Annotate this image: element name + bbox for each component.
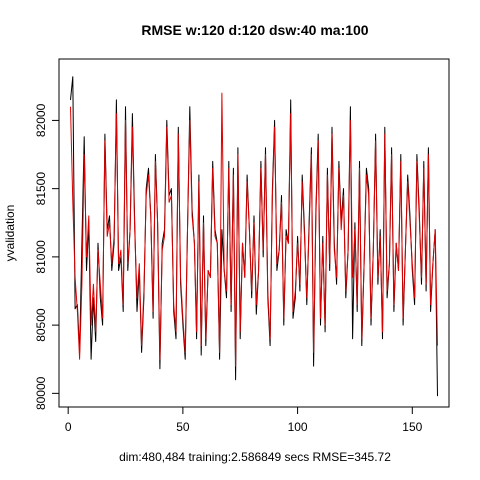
plot-frame (58, 58, 450, 408)
y-tick-label: 80500 (34, 308, 48, 342)
y-tick-label: 81000 (34, 240, 48, 274)
y-tick-label: 81500 (34, 172, 48, 206)
y-tick-label: 82000 (34, 103, 48, 137)
series-layer (70, 76, 438, 397)
x-axis-label: dim:480,484 training:2.586849 secs RMSE=… (119, 450, 391, 464)
x-tick-label: 150 (402, 420, 422, 434)
x-tick-label: 50 (176, 420, 190, 434)
x-tick-label: 100 (288, 420, 308, 434)
y-axis: 80000 80500 81000 81500 82000 (34, 103, 60, 410)
chart-title: RMSE w:120 d:120 dsw:40 ma:100 (141, 22, 368, 38)
x-tick-label: 0 (65, 420, 72, 434)
y-tick-label: 80000 (34, 376, 48, 410)
x-axis: 0 50 100 150 (65, 406, 423, 434)
series-line-2 (70, 92, 438, 367)
y-axis-label: yvalidation (3, 205, 17, 262)
